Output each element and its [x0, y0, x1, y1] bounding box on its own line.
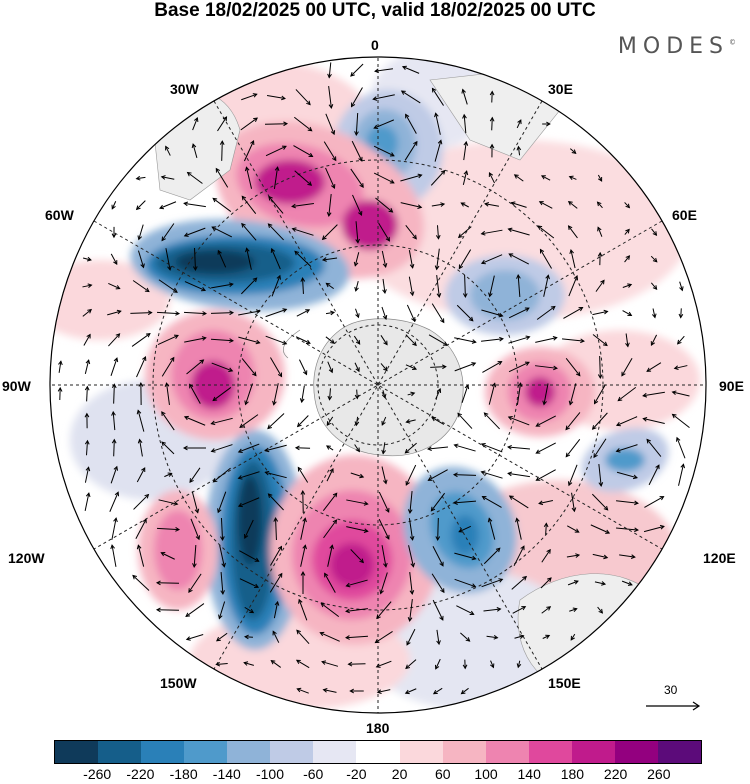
colorbar-segment [486, 741, 529, 763]
colorbar-tick-label: -60 [303, 766, 323, 782]
colorbar-segment [529, 741, 572, 763]
lon-label-180: 180 [366, 720, 389, 736]
colorbar-segment [227, 741, 270, 763]
wind-vector [600, 356, 601, 378]
colorbar-segment [141, 741, 184, 763]
lon-label-120e: 120E [703, 550, 736, 566]
lon-label-60e: 60E [672, 207, 697, 223]
lon-label-30e: 30E [548, 81, 573, 97]
antarctica-landmass [314, 319, 463, 456]
wind-vector [438, 518, 439, 540]
colorbar-tick-label: 60 [435, 766, 451, 782]
lon-label-60w: 60W [45, 207, 74, 223]
australia-landmass [518, 574, 661, 690]
lon-label-150e: 150E [548, 675, 581, 691]
colorbar-tick-label: 140 [518, 766, 541, 782]
wind-vector [348, 664, 365, 665]
colorbar-tick-label: -100 [256, 766, 284, 782]
wind-vector [114, 384, 115, 403]
lon-label-0: 0 [371, 37, 379, 53]
colorbar-segment [313, 741, 356, 763]
lon-label-150w: 150W [160, 675, 197, 691]
colorbar-tick-label: 260 [647, 766, 670, 782]
wind-vector [222, 141, 223, 161]
colorbar-tick-label: -180 [170, 766, 198, 782]
colorbar-segment [572, 741, 615, 763]
wind-vector [492, 118, 493, 131]
colorbar-ticks: -260 -220 -180 -140 -100 -60 -20 20 60 100 140 180 2… [0, 766, 750, 784]
field-layer [30, 40, 720, 730]
lon-label-120w: 120W [8, 550, 45, 566]
colorbar-segment [356, 741, 399, 763]
colorbar-segment [443, 741, 486, 763]
colorbar-tick-label: -220 [126, 766, 154, 782]
lon-label-90w: 90W [2, 378, 31, 394]
wind-vector [114, 440, 115, 457]
reference-vector-label: 30 [664, 683, 677, 697]
colorbar-tick-label: 20 [392, 766, 408, 782]
colorbar-tick-label: -260 [83, 766, 111, 782]
colorbar [54, 740, 702, 764]
colorbar-segment [658, 741, 701, 763]
colorbar-tick-label: 180 [561, 766, 584, 782]
colorbar-segment [270, 741, 313, 763]
lon-label-90e: 90E [719, 378, 744, 394]
lon-label-30w: 30W [170, 81, 199, 97]
colorbar-tick-label: 220 [604, 766, 627, 782]
wind-vector [265, 124, 287, 125]
colorbar-tick-label: 100 [474, 766, 497, 782]
colorbar-tick-label: -140 [213, 766, 241, 782]
colorbar-tick-label: -20 [346, 766, 366, 782]
colorbar-segment [184, 741, 227, 763]
colorbar-segment [400, 741, 443, 763]
colorbar-segment [615, 741, 658, 763]
colorbar-segment [98, 741, 141, 763]
colorbar-segment [55, 741, 98, 763]
